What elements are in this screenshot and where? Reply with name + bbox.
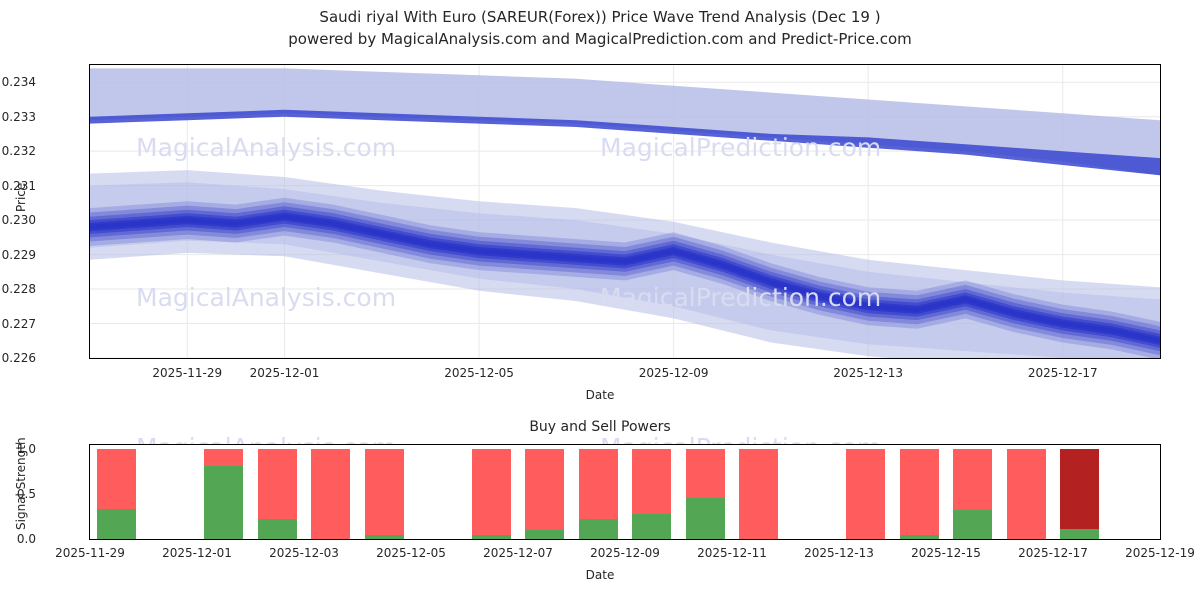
signal-bar [525,449,564,539]
y-tick-top-5: 0.231 [1,178,36,193]
x-tick-bottom-1: 2025-12-01 [162,546,232,560]
price-wave-chart [89,64,1161,359]
signal-bar [953,449,992,539]
signal-bar [846,449,885,539]
signal-bar [364,449,404,539]
signal-bar [471,449,511,539]
y-tick-bottom-0: 0.0 [16,532,36,546]
price-wave-plot [90,65,1160,358]
x-tick-bottom-0: 2025-11-29 [55,546,125,560]
signal-bar [204,449,243,539]
buy-sell-powers-title: Buy and Sell Powers [529,419,671,435]
chart-title-block: Saudi riyal With Euro (SAREUR(Forex)) Pr… [0,6,1200,50]
y-tick-top-8: 0.234 [1,75,36,90]
signal-bar [685,449,725,539]
y-tick-top-6: 0.232 [1,144,36,159]
y-tick-top-0: 0.226 [1,351,36,365]
page-title: Saudi riyal With Euro (SAREUR(Forex)) Pr… [319,8,881,26]
signal-bar [632,449,671,539]
signal-bar [578,449,618,539]
x-tick-bottom-3: 2025-12-05 [376,546,446,560]
x-tick-top-3: 2025-12-09 [638,366,709,380]
page-subtitle: powered by MagicalAnalysis.com and Magic… [288,30,912,48]
signal-bar [1006,449,1046,539]
x-tick-top-2: 2025-12-05 [444,366,514,380]
x-tick-bottom-6: 2025-12-11 [697,546,767,560]
x-axis-title-bottom: Date [585,568,615,582]
signal-bar [899,449,939,539]
x-tick-top-4: 2025-12-13 [833,366,904,380]
x-tick-top-5: 2025-12-17 [1027,366,1098,380]
x-tick-bottom-10: 2025-12-19 [1125,546,1195,560]
x-tick-bottom-8: 2025-12-15 [911,546,981,560]
y-tick-bottom-1: 0.5 [16,487,36,502]
y-tick-top-4: 0.230 [1,213,36,228]
y-tick-bottom-2: 1.0 [16,442,36,457]
x-tick-bottom-7: 2025-12-13 [804,546,874,560]
y-tick-top-1: 0.227 [1,316,36,331]
x-tick-bottom-4: 2025-12-07 [483,546,553,560]
y-tick-top-7: 0.233 [1,109,36,124]
x-axis-title-top: Date [585,388,615,402]
x-tick-top-0: 2025-11-29 [152,366,223,380]
buy-sell-powers-chart [89,444,1161,540]
signal-bar [97,449,136,539]
y-tick-top-2: 0.228 [1,282,36,297]
x-tick-bottom-2: 2025-12-03 [269,546,339,560]
signal-bar [739,449,778,539]
x-tick-top-1: 2025-12-01 [249,366,320,380]
x-tick-bottom-5: 2025-12-09 [590,546,660,560]
x-tick-bottom-9: 2025-12-17 [1018,546,1088,560]
signal-bar [257,449,297,539]
signal-bar [1060,449,1099,539]
y-tick-top-3: 0.229 [1,247,36,262]
y-axis-title-bottom: Signal Strength [14,437,28,530]
bars-container [90,445,1160,539]
y-axis-title-top: Price [14,182,28,212]
signal-bar [311,449,350,539]
